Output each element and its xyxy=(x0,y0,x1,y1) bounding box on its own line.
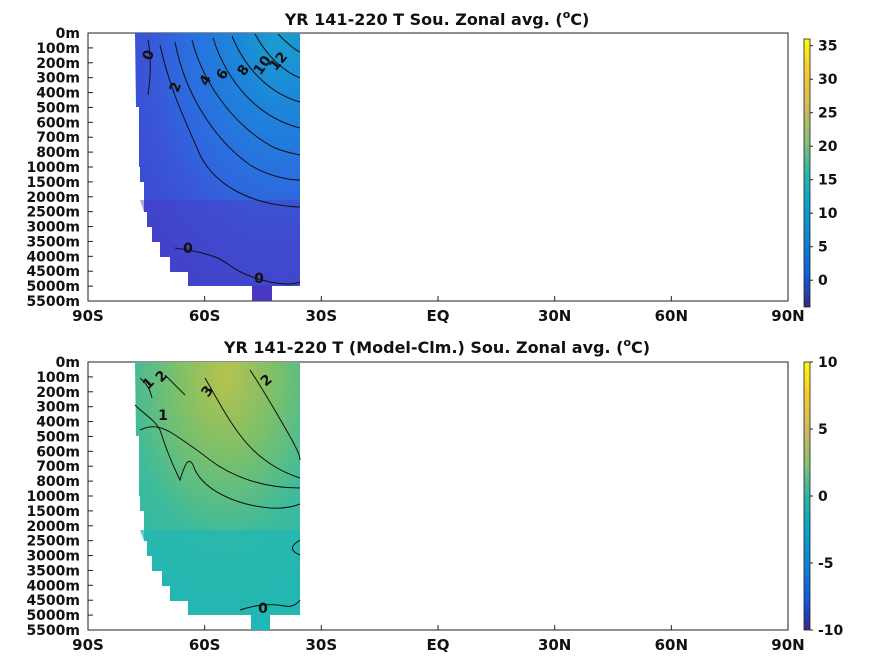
y-tick-label: 800m xyxy=(36,145,80,161)
colorbar-top xyxy=(803,38,811,308)
y-tick-label: 4500m xyxy=(26,593,80,609)
colorbar-tick-label: 5 xyxy=(818,422,828,438)
colorbar-tick-label: 10 xyxy=(818,206,838,222)
colorbar-tick-label: 0 xyxy=(818,489,828,505)
y-tick-label: 200m xyxy=(36,56,80,72)
colorbar-tick-label: -5 xyxy=(818,556,834,572)
colorbar-tick-label: 25 xyxy=(818,106,837,122)
colorbar-tick-label: 5 xyxy=(818,240,828,256)
y-tick-label: 500m xyxy=(36,429,80,445)
x-tick-label: 30N xyxy=(538,307,571,325)
y-tick-label: 700m xyxy=(36,130,80,146)
y-tick-label: 300m xyxy=(36,71,80,87)
y-tick-label: 3000m xyxy=(26,549,80,565)
y-tick-label: 100m xyxy=(36,370,80,386)
x-tick-label: 60N xyxy=(655,636,688,654)
y-tick-label: 4000m xyxy=(26,578,80,594)
trench-top xyxy=(252,286,272,301)
colorbar-ticks-top: 0 5 10 15 20 25 30 35 xyxy=(810,39,838,289)
y-tick-label: 2500m xyxy=(26,534,80,550)
y-tick-label: 600m xyxy=(36,444,80,460)
y-tick-label: 3500m xyxy=(26,234,80,250)
y-tick-label: 5000m xyxy=(26,608,80,624)
x-tick-label: 60S xyxy=(189,636,221,654)
y-tick-label: 700m xyxy=(36,459,80,475)
x-tick-label: 30S xyxy=(305,307,337,325)
colorbar-bottom xyxy=(803,361,811,631)
x-tick-label: 60N xyxy=(655,307,688,325)
x-ticks-bottom: 90S 60S 30S EQ 30N 60N 90N xyxy=(72,625,805,654)
x-tick-label: 60S xyxy=(189,307,221,325)
colorbar-tick-label: 10 xyxy=(818,355,838,371)
y-tick-label: 100m xyxy=(36,41,80,57)
colorbar-tick-label: 20 xyxy=(818,139,838,155)
y-tick-label: 1500m xyxy=(26,175,80,191)
y-ticks-bottom: 0m100m200m300m400m500m600m700m800m1000m1… xyxy=(26,355,93,639)
x-tick-label: 90S xyxy=(72,307,104,325)
panel-bottom: YR 141-220 T (Model-Clm.) Sou. Zonal avg… xyxy=(26,336,843,654)
x-tick-label: EQ xyxy=(427,307,450,325)
y-tick-label: 400m xyxy=(36,415,80,431)
contour-label: 0 xyxy=(254,271,264,287)
x-tick-label: 90N xyxy=(771,307,804,325)
y-tick-label: 200m xyxy=(36,385,80,401)
contour-label: 0 xyxy=(183,241,193,257)
y-tick-label: 1000m xyxy=(26,489,80,505)
y-tick-label: 4000m xyxy=(26,249,80,265)
x-tick-label: 30N xyxy=(538,636,571,654)
colorbar-tick-label: 30 xyxy=(818,72,838,88)
y-tick-label: 500m xyxy=(36,100,80,116)
y-tick-label: 5000m xyxy=(26,279,80,295)
y-tick-label: 5500m xyxy=(26,623,80,639)
colorbar-tick-label: 0 xyxy=(818,273,828,289)
shelf-region-top xyxy=(140,200,300,286)
colorbar-tick-label: 15 xyxy=(818,173,837,189)
y-tick-label: 800m xyxy=(36,474,80,490)
contour-lines-top xyxy=(147,33,301,285)
chart-title-bottom: YR 141-220 T (Model-Clm.) Sou. Zonal avg… xyxy=(223,336,650,357)
y-tick-label: 300m xyxy=(36,400,80,416)
deep-region-bottom xyxy=(140,530,300,615)
x-tick-label: 90N xyxy=(771,636,804,654)
colorbar-tick-label: -10 xyxy=(818,623,844,639)
y-tick-label: 0m xyxy=(56,26,80,42)
y-tick-label: 2000m xyxy=(26,190,80,206)
y-tick-label: 1500m xyxy=(26,504,80,520)
x-tick-label: 90S xyxy=(72,636,104,654)
y-tick-label: 5500m xyxy=(26,294,80,310)
colorbar-ticks-bottom: 10 5 0 -5 -10 xyxy=(810,355,844,639)
y-tick-label: 4500m xyxy=(26,264,80,280)
contour-label: 0 xyxy=(258,601,268,617)
y-tick-label: 0m xyxy=(56,355,80,371)
x-tick-label: EQ xyxy=(427,636,450,654)
y-tick-label: 1000m xyxy=(26,160,80,176)
x-tick-label: 30S xyxy=(305,636,337,654)
y-tick-label: 2000m xyxy=(26,519,80,535)
y-tick-label: 2500m xyxy=(26,205,80,221)
y-tick-label: 3500m xyxy=(26,563,80,579)
y-tick-label: 600m xyxy=(36,115,80,131)
colorbar-tick-label: 35 xyxy=(818,39,837,55)
y-tick-label: 3000m xyxy=(26,220,80,236)
x-ticks-top: 90S 60S 30S EQ 30N 60N 90N xyxy=(72,296,805,325)
chart-title-top: YR 141-220 T Sou. Zonal avg. (oC) xyxy=(284,8,590,29)
trench-bottom xyxy=(251,615,270,630)
contour-label: 1 xyxy=(158,408,168,424)
panel-top: YR 141-220 T Sou. Zonal avg. (oC) 0 2 4 … xyxy=(26,8,837,325)
contour-lines-bottom xyxy=(134,369,301,611)
y-tick-label: 400m xyxy=(36,86,80,102)
y-ticks-top: 0m100m200m300m400m500m600m700m800m1000m1… xyxy=(26,26,93,310)
